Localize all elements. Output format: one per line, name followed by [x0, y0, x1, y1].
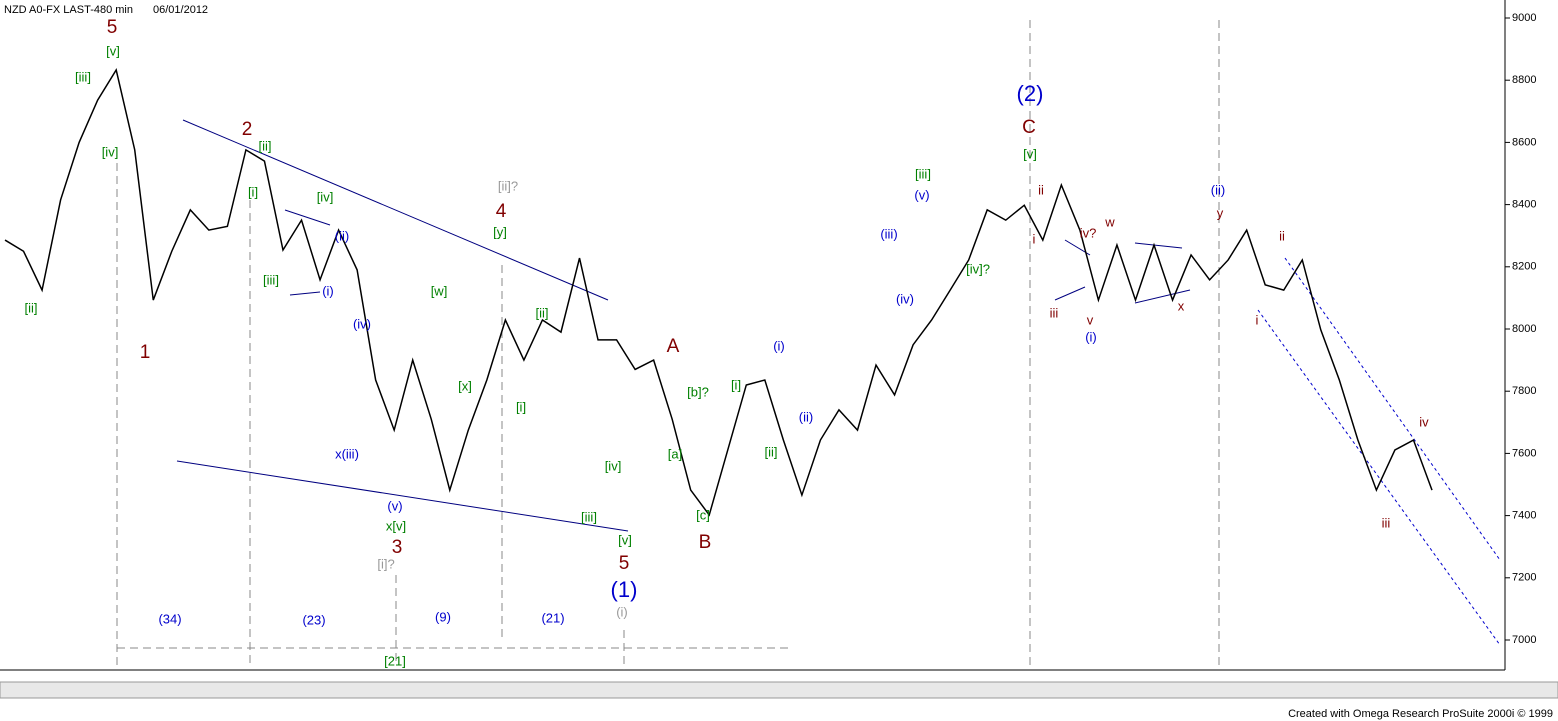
wave-label: (1): [611, 577, 638, 602]
wave-label: A: [667, 336, 680, 357]
wave-label: [w]: [431, 283, 448, 298]
y-tick-label: 9000: [1512, 12, 1536, 24]
wave-label: (2): [1017, 81, 1044, 106]
wave-label: (i): [322, 283, 334, 298]
wave-label: y: [1217, 205, 1224, 220]
wave-label: [iii]: [915, 166, 931, 181]
y-tick-label: 7600: [1512, 447, 1536, 459]
wave-label: i: [1256, 312, 1259, 327]
wave-label: [iv]: [605, 458, 622, 473]
wave-label: [v]: [106, 43, 120, 58]
y-tick-label: 7400: [1512, 510, 1536, 522]
wave-label: [ii]: [765, 444, 778, 459]
wave-label: (ii): [799, 409, 813, 424]
wave-label: [iii]: [581, 509, 597, 524]
wave-label: ii: [1038, 182, 1044, 197]
wave-label: [iii]: [263, 272, 279, 287]
wave-label: 4: [496, 201, 507, 222]
wave-label: x(iii): [335, 446, 359, 461]
wave-label: [ii]?: [498, 178, 518, 193]
channel: [1257, 257, 1501, 646]
wave-label: w: [1104, 214, 1115, 229]
wave-label: (iii): [880, 226, 897, 241]
symbol: NZD A0-FX LAST-480 min: [4, 4, 133, 16]
wave-label: 1: [140, 342, 151, 363]
y-tick-label: 8400: [1512, 199, 1536, 211]
date: 06/01/2012: [153, 4, 208, 16]
wave-label: (v): [914, 187, 929, 202]
wave-label: iv?: [1080, 225, 1097, 240]
wave-label: [iv]?: [966, 261, 990, 276]
wave-label: (34): [158, 611, 181, 626]
wave-label: (iv): [896, 291, 914, 306]
wave-label: [iv]: [102, 144, 119, 159]
wave-label: ii: [1279, 228, 1285, 243]
wave-label: iv: [1419, 414, 1429, 429]
wave-label: C: [1022, 117, 1036, 138]
wave-label: (i): [773, 338, 785, 353]
wave-label: [y]: [493, 224, 507, 239]
y-tick-label: 7200: [1512, 572, 1536, 584]
price-line: [4, 67, 1433, 517]
wave-label: [v]: [1023, 146, 1037, 161]
wave-label: (ii): [335, 228, 349, 243]
wave-label: 3: [392, 537, 403, 558]
wave-label: v: [1087, 312, 1094, 327]
wave-label: (v): [387, 498, 402, 513]
dashed-lines: [116, 20, 1220, 670]
wave-label: [iii]: [75, 69, 91, 84]
wave-label: (i): [1085, 329, 1097, 344]
wave-label: (i): [616, 604, 628, 619]
wave-label: (ii): [1211, 182, 1225, 197]
y-tick-label: 8000: [1512, 323, 1536, 335]
wave-label: [c]: [696, 507, 710, 522]
wave-label: [x]: [458, 378, 472, 393]
wave-label: (iv): [353, 316, 371, 331]
wave-label: i: [1033, 231, 1036, 246]
wave-label: [ii]: [259, 138, 272, 153]
wave-label: iii: [1050, 305, 1059, 320]
wave-label: [ii]: [25, 300, 38, 315]
wave-label: iii: [1382, 515, 1391, 530]
scrollbar: [0, 681, 1558, 699]
wave-label: (9): [435, 609, 451, 624]
y-tick-label: 7000: [1512, 634, 1536, 646]
wave-label: [b]?: [687, 384, 709, 399]
wave-label: [21]: [384, 653, 406, 668]
wave-label: 2: [242, 119, 253, 140]
wave-label: [i]: [516, 399, 526, 414]
y-tick-label: 8200: [1512, 261, 1536, 273]
wave-label: [i]: [248, 184, 258, 199]
wave-label: [iv]: [317, 189, 334, 204]
wave-label: x[v]: [386, 518, 406, 533]
y-tick-label: 8600: [1512, 136, 1536, 148]
wave-label: x: [1178, 298, 1185, 313]
wave-label: B: [699, 532, 712, 553]
wave-label: (21): [541, 610, 564, 625]
wave-label: (23): [302, 612, 325, 627]
wave-label: [v]: [618, 532, 632, 547]
wave-label: [i]?: [377, 556, 394, 571]
wave-label: [i]: [731, 377, 741, 392]
wave-label: 5: [107, 17, 118, 38]
y-tick-label: 8800: [1512, 74, 1536, 86]
wave-label: [ii]: [536, 305, 549, 320]
y-tick-label: 7800: [1512, 385, 1536, 397]
footer: Created with Omega Research ProSuite 200…: [1288, 708, 1553, 720]
wave-label: 5: [619, 553, 630, 574]
wave-label: [a]: [668, 446, 682, 461]
